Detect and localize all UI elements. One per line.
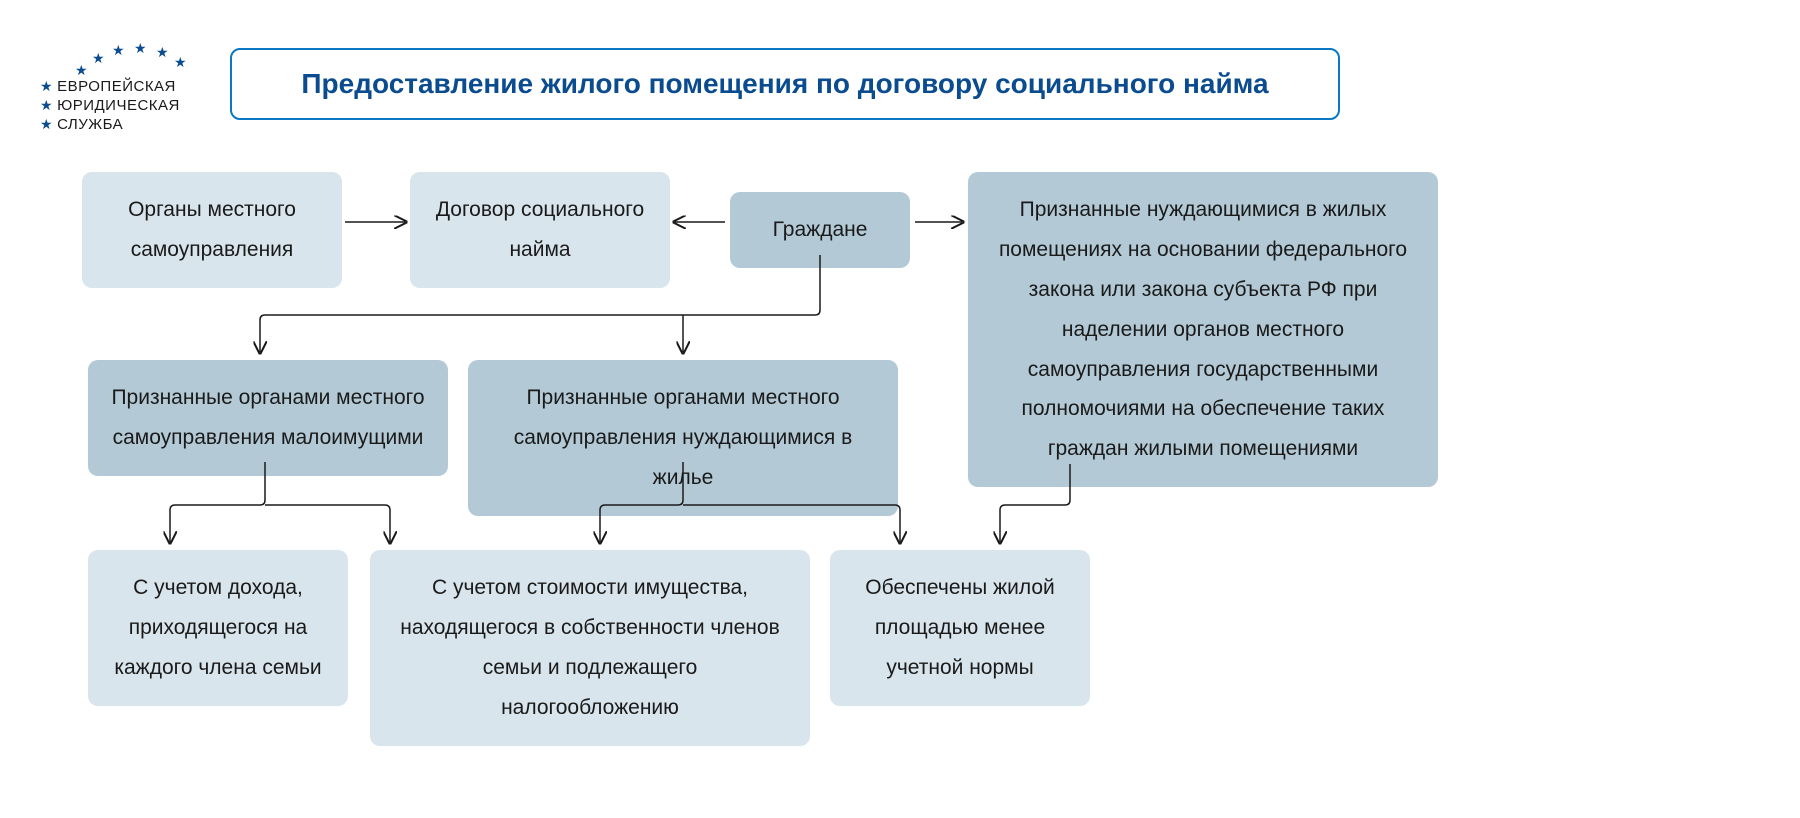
logo-text: ★ЕВРОПЕЙСКАЯ ★ЮРИДИЧЕСКАЯ ★СЛУЖБА <box>40 78 200 134</box>
node-n3: Граждане <box>730 192 910 268</box>
node-n8: С учетом стоимости имущества, находящего… <box>370 550 810 746</box>
node-n5: Признанные органами местного самоуправле… <box>88 360 448 476</box>
logo-stars: ★ ★ ★ ★ ★ ★ <box>40 40 200 78</box>
node-n7: С учетом дохода, приходящегося на каждог… <box>88 550 348 706</box>
node-n9: Обеспечены жилой площадью менее учетной … <box>830 550 1090 706</box>
node-n6: Признанные органами местного самоуправле… <box>468 360 898 516</box>
logo: ★ ★ ★ ★ ★ ★ ★ЕВРОПЕЙСКАЯ ★ЮРИДИЧЕСКАЯ ★С… <box>40 40 200 134</box>
node-n4: Признанные нуждающимися в жилых помещени… <box>968 172 1438 487</box>
node-n2: Договор социального найма <box>410 172 670 288</box>
diagram-title: Предоставление жилого помещения по догов… <box>230 48 1340 120</box>
a-n5-split-n8 <box>265 505 390 542</box>
node-n1: Органы местного самоуправления <box>82 172 342 288</box>
